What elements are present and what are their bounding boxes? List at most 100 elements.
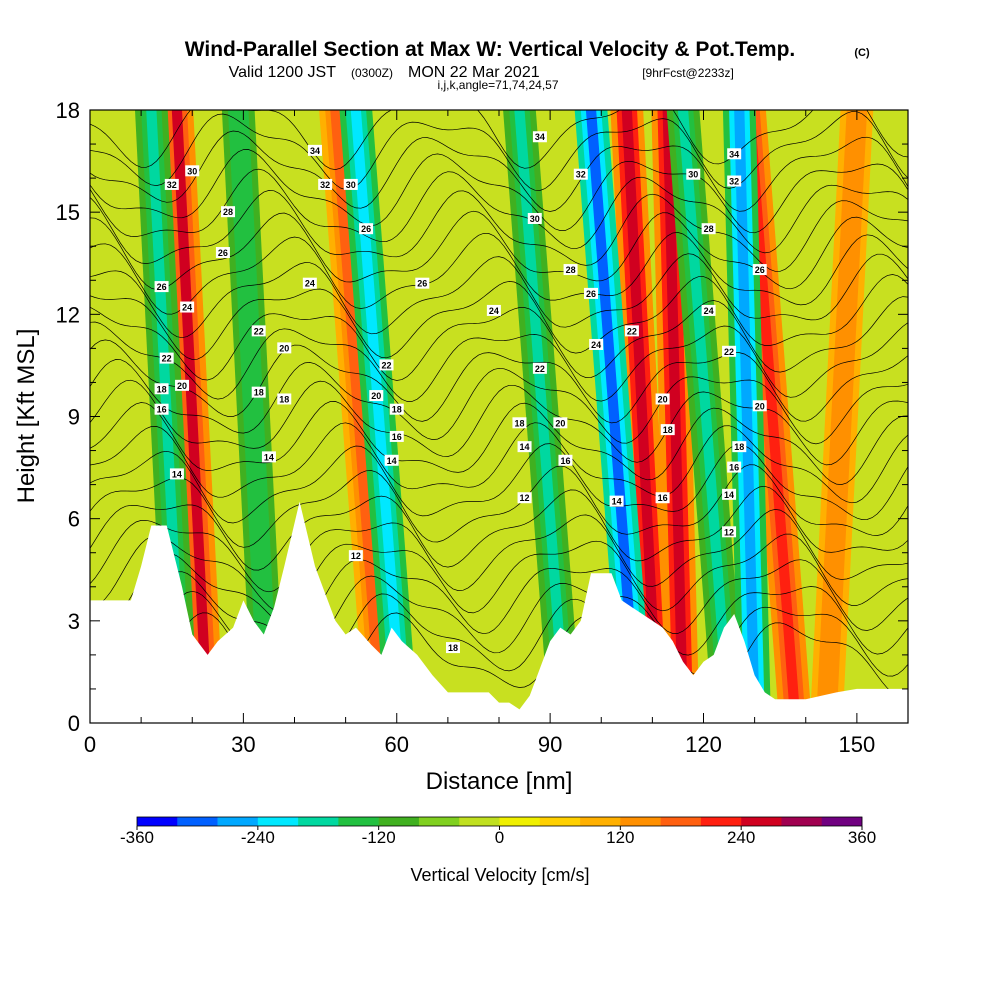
contour-label-bg bbox=[532, 362, 547, 374]
x-tick-label: 90 bbox=[538, 732, 562, 757]
x-tick-label: 0 bbox=[84, 732, 96, 757]
contour-label-text: 32 bbox=[729, 177, 739, 187]
colorbar bbox=[136, 816, 863, 827]
contour-label-text: 28 bbox=[704, 224, 714, 234]
isentrope-line bbox=[90, 296, 908, 381]
subtitle-date: MON 22 Mar 2021 bbox=[408, 64, 540, 81]
updraft-band-0-2 bbox=[171, 110, 213, 723]
contour-label: 12 bbox=[722, 526, 737, 538]
isentrope-line bbox=[90, 274, 908, 360]
contour-label-bg bbox=[159, 352, 174, 364]
contour-label-bg bbox=[185, 165, 200, 177]
contour-label-text: 14 bbox=[172, 469, 182, 479]
contour-label: 20 bbox=[553, 417, 568, 429]
contour-label-bg bbox=[154, 403, 169, 415]
downdraft-band-3-2 bbox=[514, 110, 571, 723]
contour-label-bg bbox=[517, 441, 532, 453]
contour-label-text: 30 bbox=[530, 214, 540, 224]
contour-label-text: 26 bbox=[157, 282, 167, 292]
colorbar-swatch bbox=[298, 817, 339, 826]
contour-label: 30 bbox=[185, 165, 200, 177]
isentrope-line bbox=[90, 168, 908, 254]
contour-label-text: 18 bbox=[448, 643, 458, 653]
isentropes bbox=[90, 110, 908, 698]
contour-label-text: 18 bbox=[254, 388, 264, 398]
updraft-band-2-2 bbox=[621, 110, 663, 723]
contour-label-bg bbox=[261, 451, 276, 463]
contour-label: 28 bbox=[701, 223, 716, 235]
contour-label-text: 24 bbox=[704, 306, 714, 316]
y-axis-ticks: 0 3 6 9 12 15 18 bbox=[56, 98, 908, 736]
contour-label-text: 20 bbox=[371, 391, 381, 401]
contour-label-text: 18 bbox=[392, 405, 402, 415]
isentrope-line bbox=[90, 590, 908, 677]
contour-label-bg bbox=[343, 178, 358, 190]
contour-label-text: 20 bbox=[555, 418, 565, 428]
colorbar-swatch bbox=[620, 817, 661, 826]
isentrope-line bbox=[90, 379, 908, 466]
colorbar-swatch bbox=[137, 817, 178, 826]
contour-label-bg bbox=[251, 325, 266, 337]
x-tick-label: 60 bbox=[385, 732, 409, 757]
colorbar-tick-label: -360 bbox=[120, 828, 154, 847]
contour-label-text: 12 bbox=[520, 493, 530, 503]
contour-label-bg bbox=[727, 461, 742, 473]
chart-title: Wind-Parallel Section at Max W: Vertical… bbox=[185, 38, 870, 61]
contour-label-bg bbox=[517, 492, 532, 504]
isentrope-line bbox=[90, 130, 908, 212]
downdraft-band-4-2 bbox=[585, 110, 643, 723]
contour-label: 26 bbox=[752, 264, 767, 276]
contour-label: 16 bbox=[655, 492, 670, 504]
contour-label: 18 bbox=[512, 417, 527, 429]
contour-label-bg bbox=[722, 345, 737, 357]
x-tick-label: 150 bbox=[839, 732, 876, 757]
colorbar-swatch bbox=[781, 817, 823, 826]
contour-label: 14 bbox=[609, 495, 624, 507]
contour-label-text: 26 bbox=[586, 289, 596, 299]
updraft-band-5-2 bbox=[821, 110, 862, 723]
contour-label: 20 bbox=[175, 379, 190, 391]
contour-label: 24 bbox=[701, 304, 716, 316]
colorbar-swatch bbox=[257, 817, 299, 826]
subtitle-valid-prefix: Valid 1200 JST bbox=[229, 64, 337, 81]
contour-label-text: 34 bbox=[729, 149, 739, 159]
x-tick-label: 30 bbox=[231, 732, 255, 757]
contour-label-bg bbox=[215, 247, 230, 259]
isentrope-line bbox=[90, 149, 908, 234]
contour-label: 22 bbox=[251, 325, 266, 337]
contour-label-bg bbox=[584, 287, 599, 299]
contour-label-bg bbox=[624, 325, 639, 337]
contour-label-text: 12 bbox=[351, 551, 361, 561]
contour-label-bg bbox=[389, 403, 404, 415]
downdraft-band-5-2 bbox=[677, 110, 735, 723]
downdraft-band-2-2 bbox=[350, 110, 407, 723]
contour-label: 24 bbox=[486, 304, 501, 316]
title-main: Wind-Parallel Section at Max W: Vertical… bbox=[185, 38, 796, 61]
contour-label-text: 18 bbox=[157, 384, 167, 394]
contour-label-text: 26 bbox=[218, 248, 228, 258]
contour-label-text: 14 bbox=[724, 490, 734, 500]
isentrope-line bbox=[90, 443, 908, 524]
contour-label: 16 bbox=[389, 430, 404, 442]
contour-label-bg bbox=[660, 424, 675, 436]
isentrope-line bbox=[90, 110, 908, 170]
contour-label: 22 bbox=[624, 325, 639, 337]
contour-label: 18 bbox=[389, 403, 404, 415]
contour-label-text: 34 bbox=[310, 146, 320, 156]
contour-label-text: 20 bbox=[279, 343, 289, 353]
contour-label-bg bbox=[553, 417, 568, 429]
subtitle-params: i,j,k,angle=71,74,24,57 bbox=[437, 78, 558, 92]
contour-label-bg bbox=[532, 131, 547, 143]
contour-label-text: 14 bbox=[387, 456, 397, 466]
contour-label-bg bbox=[251, 386, 266, 398]
contour-label: 24 bbox=[589, 338, 604, 350]
colorbar-title: Vertical Velocity [cm/s] bbox=[410, 865, 589, 885]
contour-label-text: 18 bbox=[663, 425, 673, 435]
contour-label-text: 20 bbox=[755, 401, 765, 411]
contour-label: 26 bbox=[584, 287, 599, 299]
colorbar-swatch bbox=[378, 817, 420, 826]
chart-subtitle: Valid 1200 JST (0300Z) MON 22 Mar 2021 [… bbox=[229, 64, 734, 92]
contour-label-bg bbox=[348, 550, 363, 562]
contour-label: 20 bbox=[655, 393, 670, 405]
